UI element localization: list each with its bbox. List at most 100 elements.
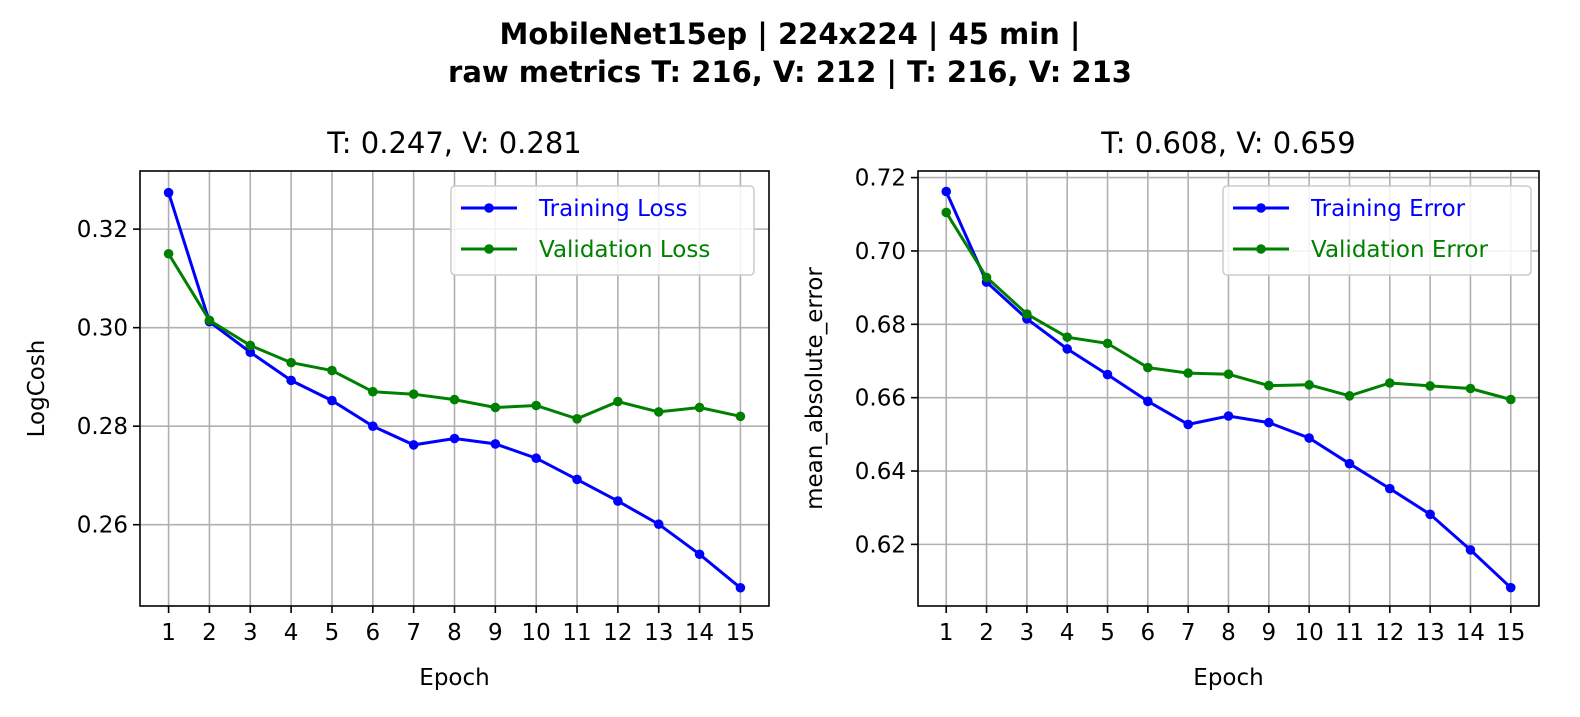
- chart-panel-1: 1 2 3 4 5 6 7 8 9 10 11 12 13 14 150.260.280.300.32T: …: [24, 126, 770, 691]
- data-point: [941, 207, 952, 218]
- x-tick-label: 9: [1262, 620, 1277, 646]
- data-point: [572, 413, 582, 424]
- x-tick-label: 2: [979, 620, 994, 646]
- data-point: [368, 421, 378, 431]
- data-point: [449, 394, 460, 405]
- data-point: [1102, 338, 1113, 349]
- data-point: [1062, 332, 1073, 342]
- legend-label: Validation Loss: [539, 237, 710, 263]
- y-tick-label: 0.32: [77, 217, 128, 243]
- legend-box: [1222, 185, 1532, 276]
- data-point: [1304, 433, 1314, 443]
- data-point: [1384, 483, 1395, 494]
- data-point: [1022, 309, 1032, 319]
- data-point: [286, 375, 296, 386]
- data-point: [653, 519, 664, 530]
- x-tick-label: 6: [365, 620, 380, 646]
- data-point: [941, 186, 952, 197]
- legend-swatch-marker: [484, 244, 494, 254]
- data-point: [327, 365, 337, 376]
- y-axis-label: LogCosh: [24, 340, 50, 438]
- x-tick-label: 1: [939, 620, 954, 646]
- data-point: [1143, 362, 1153, 373]
- x-tick-label: 11: [1335, 620, 1364, 646]
- chart-panel-2: 1 2 3 4 5 6 7 8 9 10 11 12 13 14 150.620.640.660.680.7…: [802, 126, 1540, 691]
- data-point: [1223, 411, 1234, 421]
- y-tick-label: 0.28: [77, 414, 128, 440]
- data-point: [1223, 369, 1234, 379]
- data-point: [1505, 582, 1516, 593]
- data-point: [1425, 381, 1435, 391]
- legend-swatch-marker: [1256, 203, 1266, 213]
- y-tick-label: 0.72: [855, 166, 906, 192]
- data-point: [245, 340, 256, 351]
- data-point: [572, 474, 582, 485]
- x-tick-label: 12: [603, 620, 632, 646]
- data-point: [1264, 380, 1274, 391]
- y-axis-label: mean_absolute_error: [802, 267, 828, 510]
- data-point: [735, 582, 746, 593]
- y-tick-label: 0.62: [855, 532, 906, 558]
- data-point: [1465, 545, 1476, 555]
- x-tick-label: 3: [1020, 620, 1035, 646]
- data-point: [1102, 369, 1113, 380]
- x-tick-label: 15: [1496, 620, 1525, 646]
- y-tick-label: 0.68: [855, 312, 906, 338]
- legend-label: Training Loss: [538, 196, 688, 222]
- x-tick-label: 15: [726, 620, 755, 646]
- figure-title-line1: MobileNet15ep | 224x224 | 45 min |: [499, 17, 1081, 51]
- data-point: [163, 187, 174, 198]
- legend: Training Loss Validation Loss: [450, 185, 755, 276]
- data-point: [204, 315, 215, 326]
- x-tick-label: 9: [488, 620, 503, 646]
- y-tick-label: 0.66: [855, 386, 906, 412]
- y-tick-label: 0.70: [855, 239, 906, 265]
- data-point: [408, 389, 419, 399]
- data-point: [735, 411, 746, 422]
- data-point: [368, 386, 378, 397]
- x-tick-label: 14: [685, 620, 714, 646]
- x-tick-label: 3: [243, 620, 258, 646]
- data-point: [981, 272, 992, 283]
- legend-label: Training Error: [1310, 196, 1466, 222]
- x-tick-label: 5: [1100, 620, 1115, 646]
- data-point: [1505, 394, 1516, 405]
- data-point: [1143, 396, 1153, 407]
- data-point: [694, 549, 705, 560]
- data-point: [245, 347, 256, 358]
- data-point: [1264, 417, 1274, 428]
- data-point: [1183, 368, 1193, 378]
- data-point: [1465, 383, 1476, 394]
- data-point: [490, 439, 501, 449]
- chart-title: T: 0.247, V: 0.281: [326, 126, 581, 160]
- data-point: [653, 407, 664, 417]
- y-tick-label: 0.26: [77, 513, 128, 539]
- x-tick-label: 6: [1141, 620, 1156, 646]
- x-tick-label: 11: [562, 620, 591, 646]
- data-point: [1384, 378, 1395, 388]
- legend-swatch-marker: [1256, 244, 1266, 254]
- data-point: [531, 453, 541, 464]
- x-tick-label: 5: [325, 620, 340, 646]
- data-point: [1062, 344, 1073, 354]
- x-tick-label: 2: [202, 620, 217, 646]
- x-tick-label: 8: [1221, 620, 1236, 646]
- figure-title-line2: raw metrics T: 216, V: 212 | T: 216, V: …: [448, 55, 1132, 89]
- data-point: [1344, 391, 1355, 401]
- x-axis-label: Epoch: [1193, 665, 1263, 691]
- data-point: [408, 440, 419, 450]
- legend: Training Error Validation Error: [1222, 185, 1532, 276]
- data-point: [449, 433, 460, 444]
- x-tick-label: 14: [1456, 620, 1485, 646]
- data-point: [1304, 380, 1314, 390]
- x-tick-label: 8: [447, 620, 462, 646]
- data-point: [694, 402, 705, 413]
- x-tick-label: 4: [1060, 620, 1075, 646]
- data-point: [613, 496, 623, 506]
- chart-title: T: 0.608, V: 0.659: [1100, 126, 1355, 160]
- x-tick-label: 12: [1375, 620, 1404, 646]
- x-tick-label: 13: [1415, 620, 1444, 646]
- x-tick-label: 7: [1181, 620, 1196, 646]
- data-point: [327, 395, 337, 406]
